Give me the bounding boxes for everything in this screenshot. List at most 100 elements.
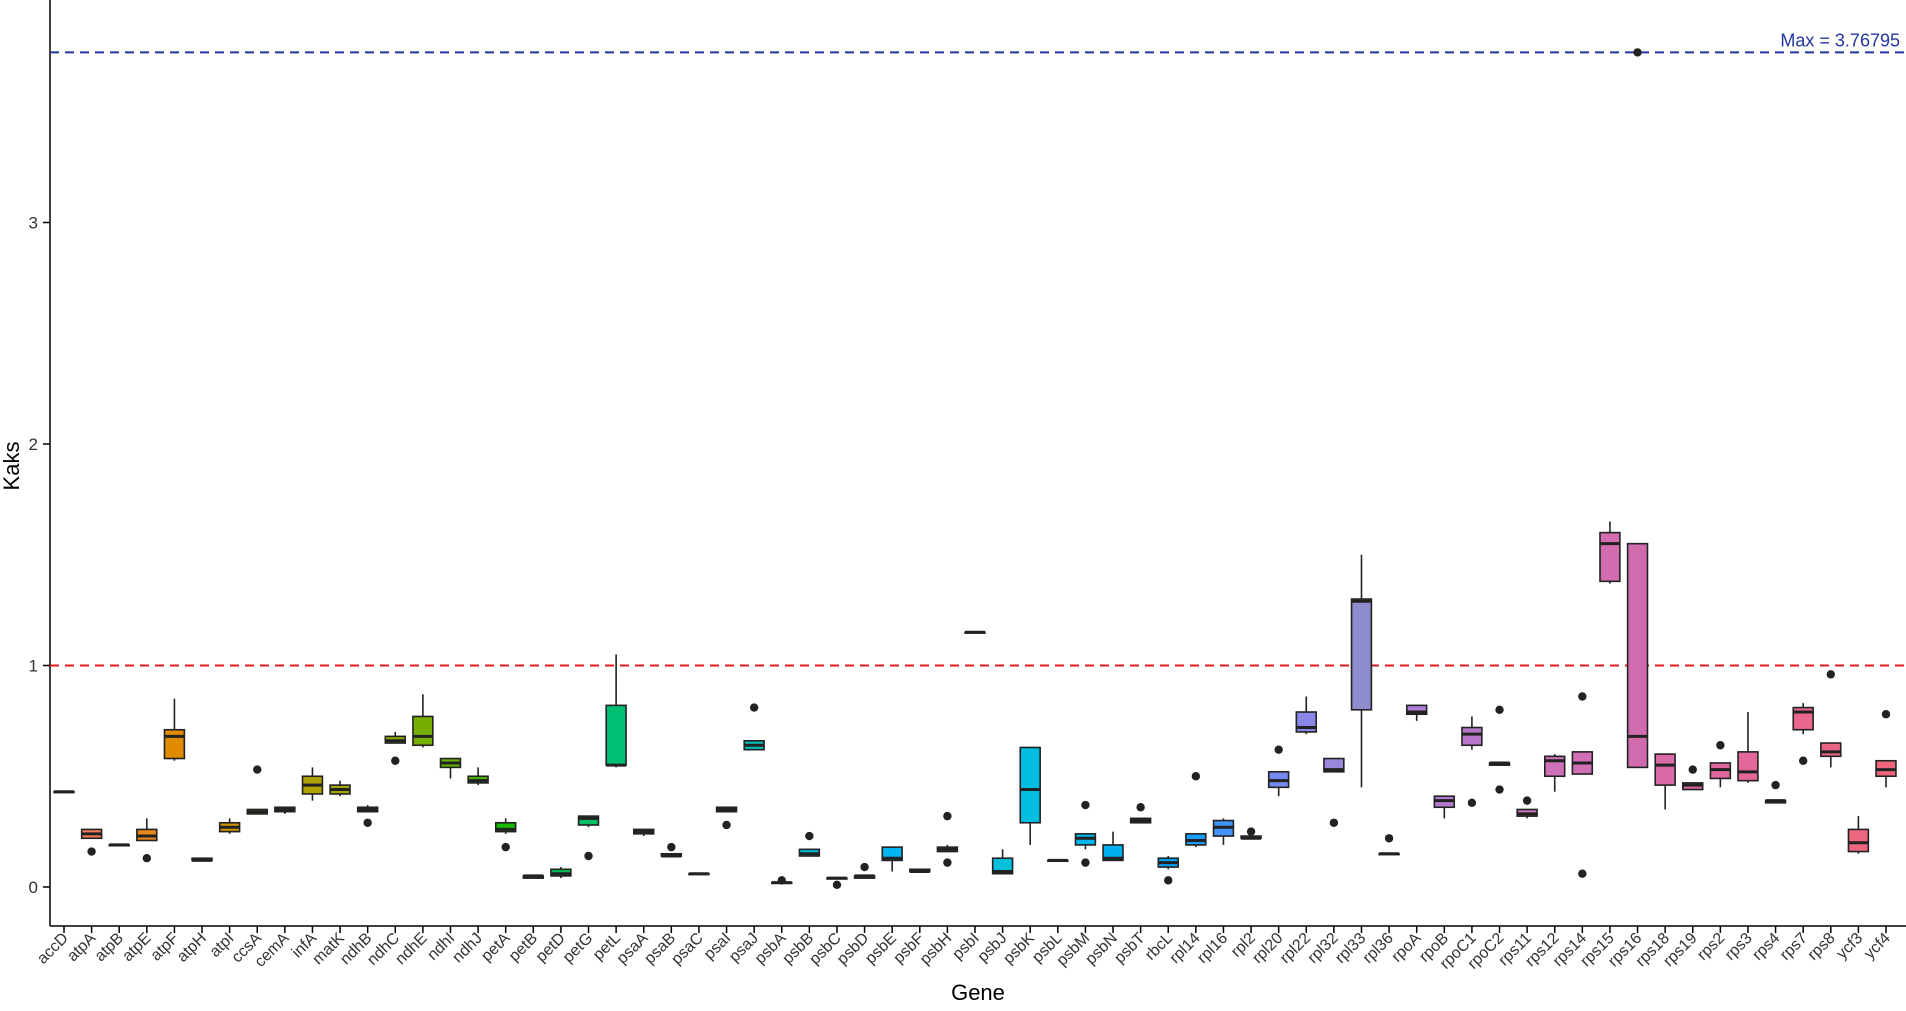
box-rbcL xyxy=(1157,855,1179,885)
box-body xyxy=(1737,751,1759,782)
box-ycf4 xyxy=(1875,710,1897,788)
box-psbF xyxy=(909,868,931,873)
outlier-point xyxy=(1495,785,1504,794)
x-tick-label-petG: petG xyxy=(560,930,597,967)
outlier-point xyxy=(1578,692,1587,701)
x-ticks: accDatpAatpBatpEatpFatpHatpIccsAcemAinfA… xyxy=(34,926,1894,973)
outlier-point xyxy=(1688,765,1697,774)
box-body xyxy=(1847,828,1870,853)
box-body xyxy=(577,815,600,826)
outlier-point xyxy=(943,858,952,867)
box-rpoB xyxy=(1433,795,1456,819)
box-ndhI xyxy=(439,757,462,779)
box-petG xyxy=(577,815,600,861)
box-body xyxy=(494,821,517,833)
outlier-point xyxy=(1881,710,1891,719)
x-tick-label-petD: petD xyxy=(533,930,569,966)
outlier-point xyxy=(1191,772,1201,781)
box-rps8 xyxy=(1820,670,1842,768)
outlier-point xyxy=(777,876,786,885)
x-tick-label-psbK: psbK xyxy=(1000,930,1038,968)
box-psaA xyxy=(632,828,655,837)
box-atpA xyxy=(80,828,103,856)
x-tick-label-atpH: atpH xyxy=(174,930,210,966)
outlier-point xyxy=(391,756,400,765)
box-psbC xyxy=(826,876,848,889)
box-infA xyxy=(301,767,324,801)
box-psbH xyxy=(936,811,959,867)
x-tick-label-petA: petA xyxy=(478,930,514,966)
box-ndhE xyxy=(412,694,434,748)
box-matK xyxy=(329,780,351,797)
x-tick-label-ndhE: ndhE xyxy=(392,930,430,968)
box-rpl2 xyxy=(1240,827,1262,840)
outlier-point xyxy=(1081,800,1090,810)
box-rps7 xyxy=(1792,703,1814,765)
x-tick-label-psbD: psbD xyxy=(834,930,872,968)
x-tick-label-psbN: psbN xyxy=(1082,930,1120,968)
x-tick-label-ycf4: ycf4 xyxy=(1861,930,1894,963)
box-body xyxy=(991,857,1014,875)
box-rpl20 xyxy=(1267,745,1290,797)
box-rpoA xyxy=(1405,704,1428,721)
outlier-point xyxy=(943,811,952,821)
outlier-point xyxy=(1274,745,1283,754)
outlier-point xyxy=(832,880,842,889)
box-cemA xyxy=(274,806,296,814)
x-tick-label-atpE: atpE xyxy=(119,930,154,965)
box-body xyxy=(1599,531,1621,583)
box-psbJ xyxy=(991,849,1014,875)
box-body xyxy=(1350,598,1373,711)
box-rpl22 xyxy=(1295,696,1318,735)
outlier-point xyxy=(1771,780,1780,790)
box-rps11 xyxy=(1516,796,1538,819)
x-tick-label-psaA: psaA xyxy=(614,930,652,968)
outlier-point xyxy=(1384,834,1394,843)
box-psaB xyxy=(660,842,683,858)
x-tick-label-petB: petB xyxy=(506,930,541,965)
outlier-point xyxy=(253,765,262,774)
outlier-point xyxy=(363,818,372,827)
outlier-point xyxy=(1578,869,1587,878)
outlier-point xyxy=(1633,48,1642,57)
outlier-point xyxy=(1164,876,1173,885)
x-tick-label-rps8: rps8 xyxy=(1805,930,1839,964)
box-psaC xyxy=(688,872,710,876)
box-psbD xyxy=(853,862,876,879)
box-rpl36 xyxy=(1378,834,1400,856)
box-rps18 xyxy=(1654,753,1676,810)
y-axis-title: Kaks xyxy=(0,442,24,491)
outlier-point xyxy=(860,862,869,872)
x-tick-label-rps7: rps7 xyxy=(1777,930,1811,964)
box-rps4 xyxy=(1764,780,1787,804)
box-ccsA xyxy=(246,765,268,815)
box-ndhB xyxy=(356,805,379,827)
y-tick-label: 2 xyxy=(29,435,38,454)
outlier-point xyxy=(1826,670,1835,679)
x-tick-label-rpl33: rpl33 xyxy=(1332,930,1369,967)
x-tick-label-rpl14: rpl14 xyxy=(1166,930,1203,967)
outlier-point xyxy=(1136,803,1145,812)
box-body xyxy=(1405,704,1428,716)
outlier-point xyxy=(1081,858,1090,867)
box-body xyxy=(1461,726,1483,747)
box-rpl32 xyxy=(1323,757,1345,827)
box-petD xyxy=(550,867,572,879)
box-psaJ xyxy=(743,703,765,751)
x-tick-label-ndhC: ndhC xyxy=(364,930,403,969)
x-tick-label-rpl32: rpl32 xyxy=(1305,930,1342,967)
outlier-point xyxy=(722,820,731,830)
box-atpF xyxy=(163,698,186,761)
box-accD xyxy=(53,790,75,794)
box-psbM xyxy=(1074,800,1097,867)
y-ticks: 0 1 2 3 xyxy=(29,214,50,897)
box-psbT xyxy=(1129,803,1152,824)
box-body xyxy=(1019,746,1041,824)
box-atpH xyxy=(191,857,213,862)
box-rps3 xyxy=(1737,712,1759,783)
box-body xyxy=(1102,844,1124,862)
box-rpoC1 xyxy=(1461,716,1483,808)
reference-lines: Max = 3.76795 xyxy=(50,30,1906,667)
x-tick-label-rpl16: rpl16 xyxy=(1194,930,1231,967)
